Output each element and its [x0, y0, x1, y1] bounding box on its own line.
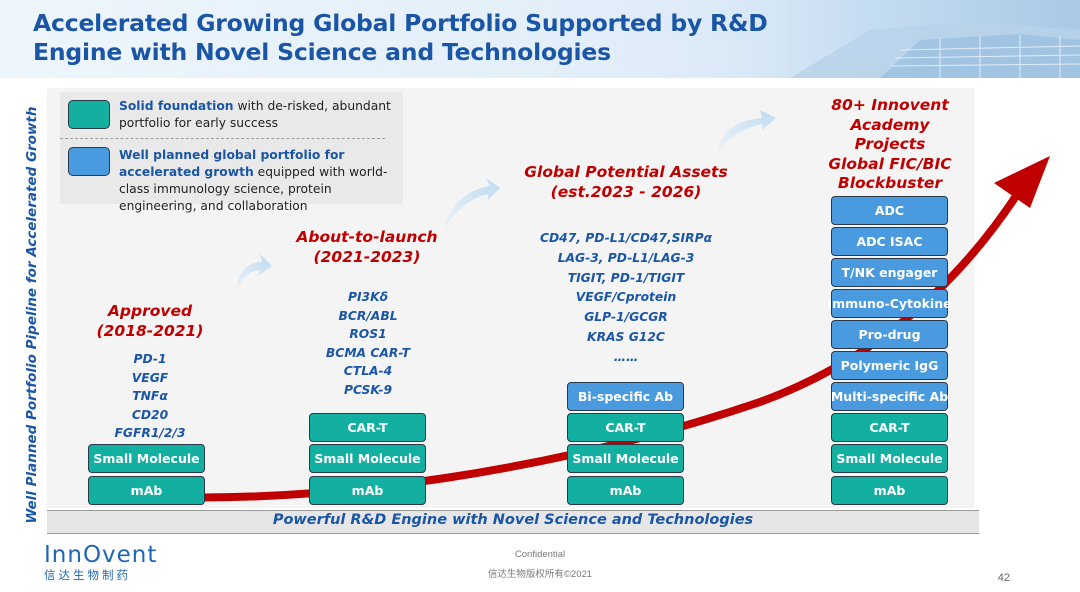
stage-item: VEGF [131, 370, 169, 385]
logo-chinese-name: 信达生物制药 [44, 570, 131, 582]
stage-item: TIGIT, PD-1/TIGIT [567, 270, 685, 285]
stage-launch-items: PI3Kδ BCR/ABL ROS1 BCMA CAR-T CTLA-4 PCS… [308, 288, 428, 399]
box-academy-multi-specific-ab: Multi-specific Ab [831, 382, 948, 411]
box-academy-mab: mAb [831, 476, 948, 505]
stage-academy-line: Global FIC/BIC [828, 154, 952, 173]
stage-global-period: (est.2023 - 2026) [550, 183, 702, 201]
box-global-mab: mAb [567, 476, 684, 505]
chevron-arrow-icon-2 [444, 178, 500, 230]
box-launch-small-molecule: Small Molecule [309, 444, 426, 473]
innovent-logo: InnOvent 信达生物制药 [44, 542, 164, 584]
legend-text-1: Solid foundation with de-risked, abundan… [119, 98, 404, 132]
stage-item: TNFα [132, 389, 168, 403]
box-global-car-t: CAR-T [567, 413, 684, 442]
box-academy-adc-isac: ADC ISAC [831, 227, 948, 256]
legend-divider [60, 138, 385, 139]
stage-item: FGFR1/2/3 [114, 426, 186, 440]
stage-item: CD47, PD-L1/CD47,SIRPα [539, 231, 713, 245]
box-academy-small-molecule: Small Molecule [831, 444, 948, 473]
logo-wordmark: InnOvent [44, 542, 158, 568]
box-approved-mab: mAb [88, 476, 205, 505]
stage-academy-line: 80+ Innovent Academy [831, 96, 949, 134]
box-global-small-molecule: Small Molecule [567, 444, 684, 473]
stage-academy-line: Projects [854, 135, 926, 153]
stage-launch-title: About-to-launch [296, 228, 438, 246]
page-title: Accelerated Growing Global Portfolio Sup… [33, 9, 768, 67]
stage-item: KRAS G12C [587, 329, 665, 344]
legend-desc-1: with de-risked, abundant portfolio for e… [119, 99, 391, 130]
legend-swatch-teal [68, 100, 110, 129]
legend-bold-1: Solid foundation [119, 99, 234, 113]
legend-bold-2: Well planned global portfolio for accele… [119, 148, 345, 179]
stage-item: ROS1 [349, 327, 387, 341]
stage-item: LAG-3, PD-L1/LAG-3 [557, 250, 695, 265]
box-academy-immuno-cytokine: Immuno-Cytokine [827, 289, 952, 318]
confidential-label: Confidential [514, 549, 566, 560]
stage-item: PD-1 [133, 352, 167, 366]
stage-global-heading: Global Potential Assets (est.2023 - 2026… [520, 162, 732, 202]
stage-launch-period: (2021-2023) [313, 248, 421, 266]
baseline-bar [47, 510, 979, 534]
box-academy-adc: ADC [831, 196, 948, 225]
legend-desc-2: equipped with world-class immunology sci… [119, 165, 388, 213]
stage-approved-items: PD-1 VEGF TNFα CD20 FGFR1/2/3 [90, 350, 210, 443]
stage-item: …… [613, 349, 639, 364]
title-line-2: Engine with Novel Science and Technologi… [33, 38, 611, 66]
stage-academy-line: Blockbuster [837, 174, 943, 192]
box-academy-car-t: CAR-T [831, 413, 948, 442]
stage-item: CD20 [131, 407, 169, 422]
chevron-arrow-icon-1 [236, 254, 272, 290]
stage-launch-heading: About-to-launch (2021-2023) [292, 227, 442, 267]
box-academy-polymeric-igg: Polymeric IgG [831, 351, 948, 380]
box-launch-car-t: CAR-T [309, 413, 426, 442]
stage-academy-heading: 80+ Innovent Academy Projects Global FIC… [790, 96, 990, 213]
chevron-arrow-icon-3 [718, 110, 776, 150]
legend-text-2: Well planned global portfolio for accele… [119, 147, 404, 215]
title-line-1: Accelerated Growing Global Portfolio Sup… [33, 9, 768, 37]
stage-item: BCMA CAR-T [325, 345, 411, 360]
stage-approved-title: Approved [107, 302, 193, 320]
stage-item: CTLA-4 [343, 364, 393, 378]
growth-arrowhead-icon [994, 156, 1050, 208]
stage-global-items: CD47, PD-L1/CD47,SIRPα LAG-3, PD-L1/LAG-… [520, 229, 732, 368]
stage-item: BCR/ABL [338, 308, 398, 323]
baseline-label: Powerful R&D Engine with Novel Science a… [272, 512, 754, 528]
stage-approved-heading: Approved (2018-2021) [90, 301, 210, 341]
box-launch-mab: mAb [309, 476, 426, 505]
stage-approved-period: (2018-2021) [96, 322, 204, 340]
stage-item: PCSK-9 [343, 382, 393, 397]
box-approved-small-molecule: Small Molecule [88, 444, 205, 473]
stage-global-title: Global Potential Assets [524, 163, 728, 181]
legend-swatch-blue [68, 147, 110, 176]
stage-item: PI3Kδ [347, 290, 389, 304]
building-image [640, 0, 1080, 78]
header-banner: Accelerated Growing Global Portfolio Sup… [0, 0, 1080, 78]
legend: Solid foundation with de-risked, abundan… [60, 92, 404, 213]
page-number: 42 [997, 572, 1010, 584]
box-academy-pro-drug: Pro-drug [831, 320, 948, 349]
stage-item: GLP-1/GCGR [584, 310, 668, 325]
copyright-label: 信达生物版权所有©2021 [487, 569, 593, 580]
box-academy-t-nk-engager: T/NK engager [831, 258, 948, 287]
box-global-bi-specific-ab: Bi-specific Ab [567, 382, 684, 411]
stage-item: VEGF/Cprotein [575, 290, 677, 305]
